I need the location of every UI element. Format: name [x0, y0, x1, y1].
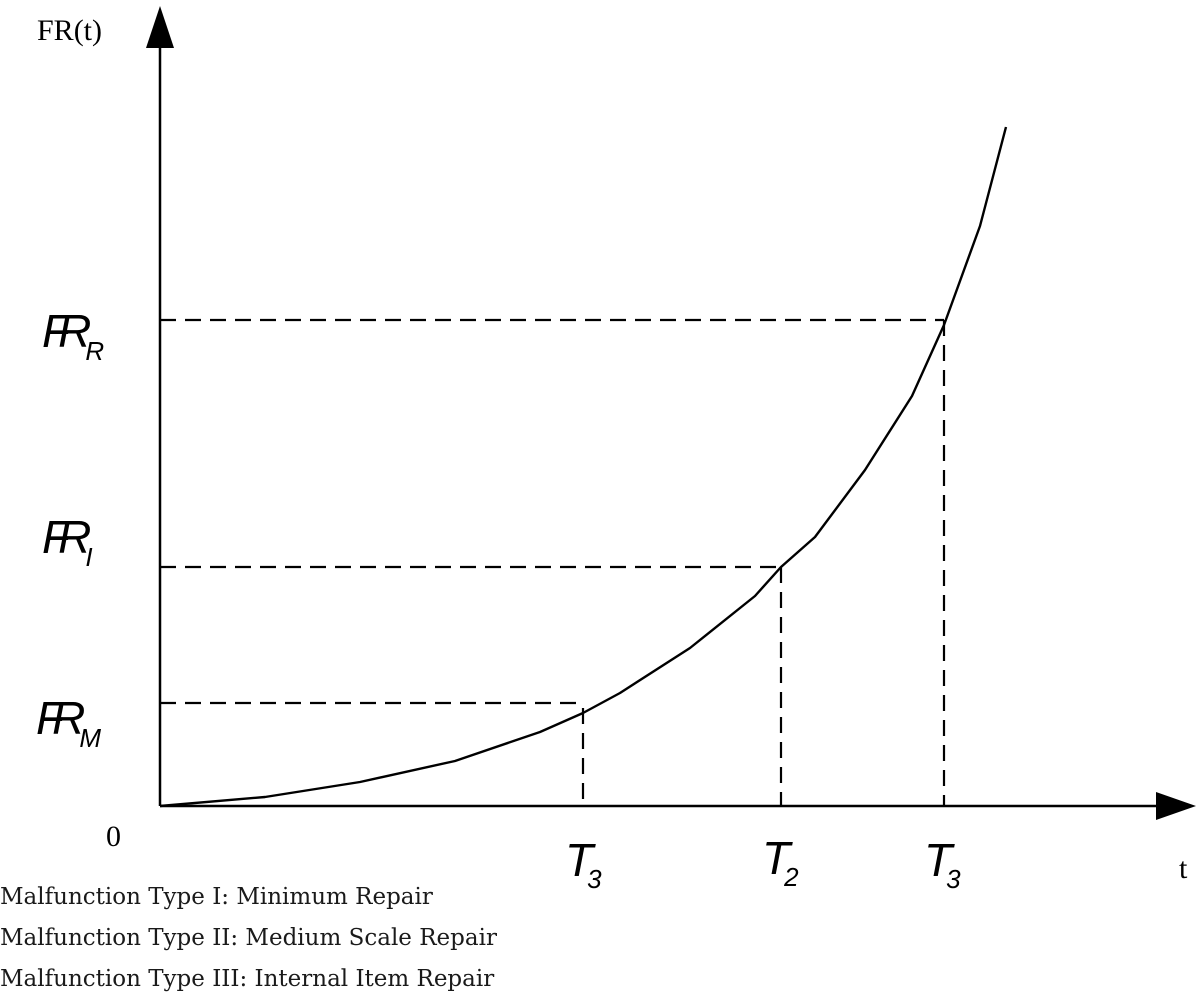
x-axis-arrowhead: [1156, 792, 1196, 820]
y-axis-label: FR(t): [37, 14, 102, 47]
time-label-second: T2: [762, 832, 799, 892]
threshold-guides: [160, 318, 946, 806]
legend-type-1: Malfunction Type I: Minimum Repair: [0, 884, 433, 910]
threshold-label-fr-i: FRI: [42, 511, 92, 566]
y-axis-arrowhead: [146, 6, 174, 48]
threshold-label-fr-r: FR R: [42, 305, 103, 366]
failure-rate-curve: [159, 126, 1008, 808]
origin-label: 0: [106, 820, 121, 853]
time-label-third: T3: [924, 834, 961, 894]
time-label-first: T3: [565, 834, 602, 894]
legend-type-3: Malfunction Type III: Internal Item Repa…: [0, 966, 495, 992]
legend-type-2: Malfunction Type II: Medium Scale Repair: [0, 925, 497, 951]
threshold-label-fr-m: FR M: [36, 692, 101, 753]
x-axis-label: t: [1179, 852, 1188, 885]
